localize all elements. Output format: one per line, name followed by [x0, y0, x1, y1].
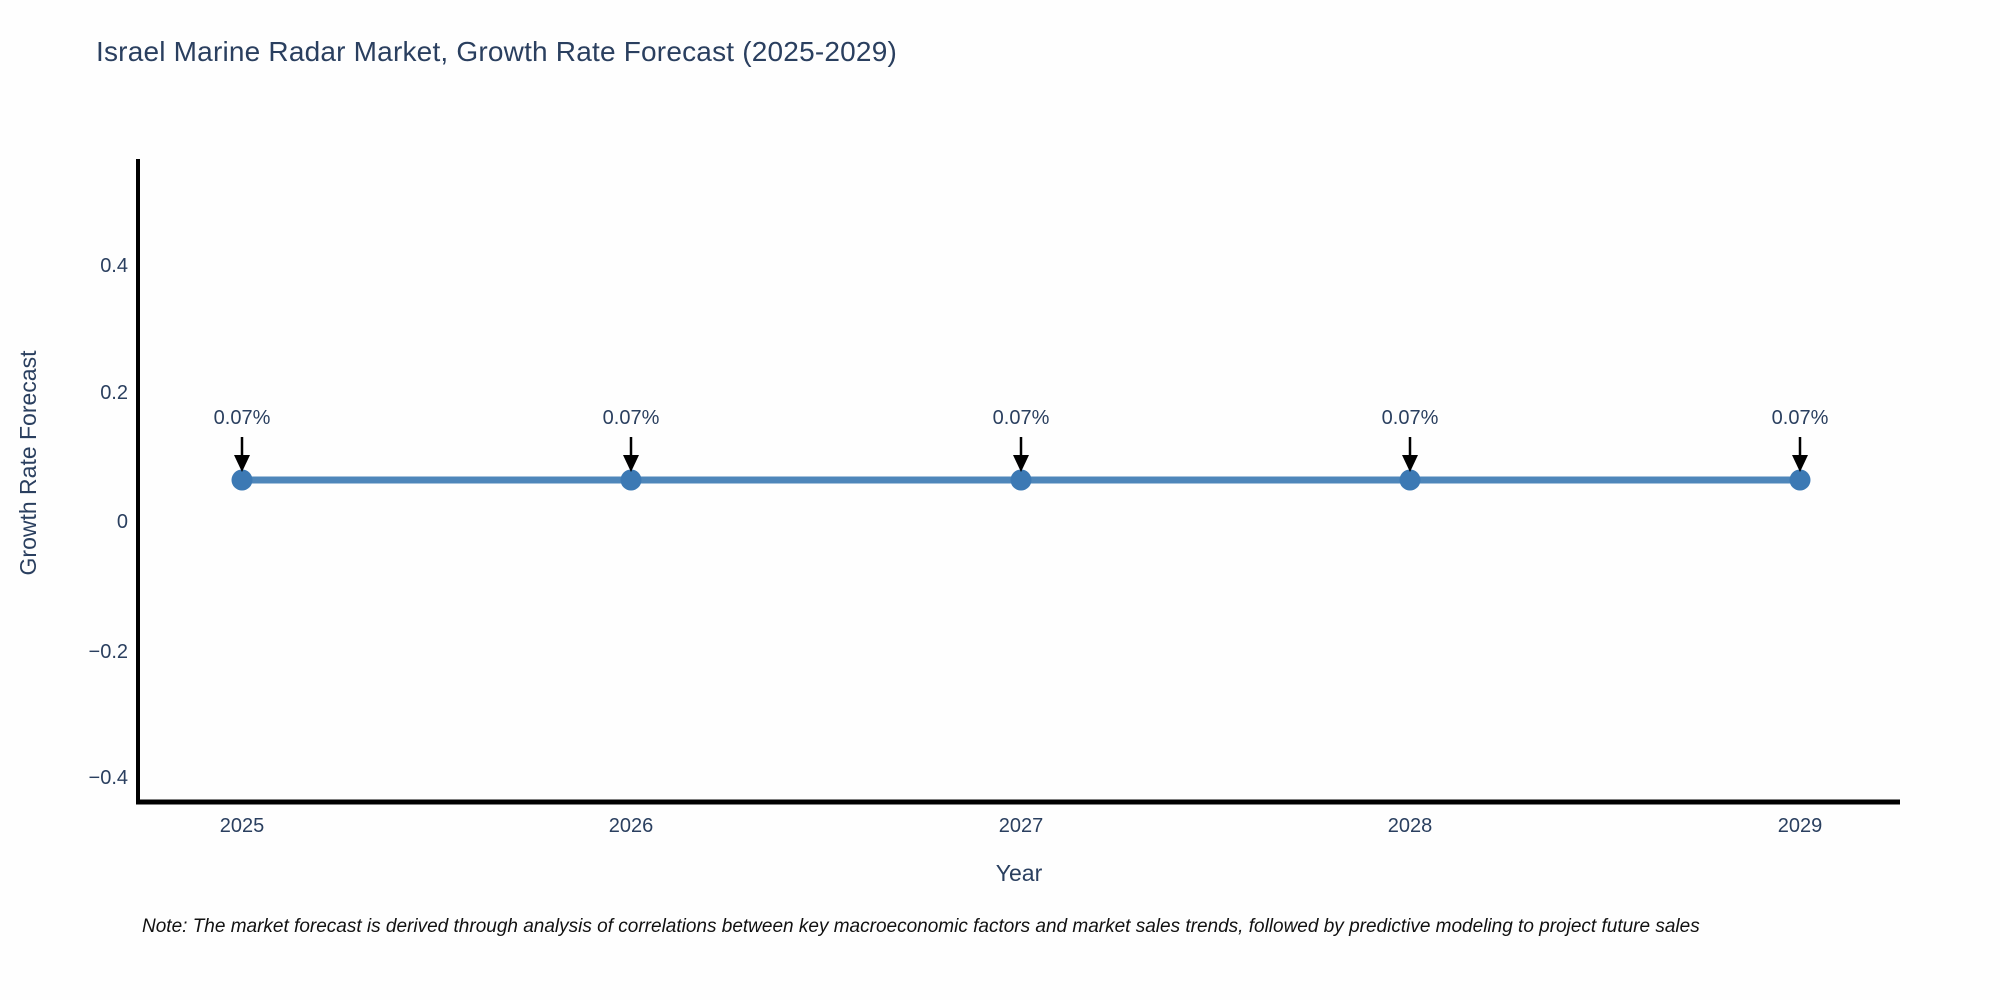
- y-tick-label: −0.4: [88, 767, 128, 789]
- data-point-label: 0.07%: [602, 407, 660, 429]
- chart-title: Israel Marine Radar Market, Growth Rate …: [96, 36, 897, 67]
- data-point-marker: [620, 469, 642, 491]
- annotation-arrow: [623, 437, 639, 472]
- annotation-arrow: [1792, 437, 1808, 472]
- x-axis-title: Year: [995, 860, 1043, 886]
- data-point-marker: [1399, 469, 1421, 491]
- x-tick-label: 2025: [219, 815, 265, 837]
- x-tick-label: 2028: [1387, 815, 1433, 837]
- annotation-arrow: [1402, 437, 1418, 472]
- y-tick-label: 0.4: [100, 255, 128, 277]
- y-tick-label: −0.2: [88, 641, 128, 663]
- data-point-label: 0.07%: [992, 407, 1050, 429]
- data-point-marker: [231, 469, 253, 491]
- data-point-marker: [1010, 469, 1032, 491]
- y-tick-label: 0: [116, 511, 128, 533]
- x-tick-label: 2027: [998, 815, 1044, 837]
- data-point-label: 0.07%: [213, 407, 271, 429]
- footnote: Note: The market forecast is derived thr…: [142, 916, 1700, 937]
- x-tick-label: 2026: [608, 815, 654, 837]
- y-tick-label: 0.2: [100, 382, 128, 404]
- data-point-marker: [1789, 469, 1811, 491]
- x-tick-label: 2029: [1777, 815, 1823, 837]
- y-axis-title: Growth Rate Forecast: [15, 350, 41, 576]
- data-point-label: 0.07%: [1381, 407, 1439, 429]
- annotation-arrow: [1013, 437, 1029, 472]
- annotation-arrow: [234, 437, 250, 472]
- data-point-label: 0.07%: [1771, 407, 1829, 429]
